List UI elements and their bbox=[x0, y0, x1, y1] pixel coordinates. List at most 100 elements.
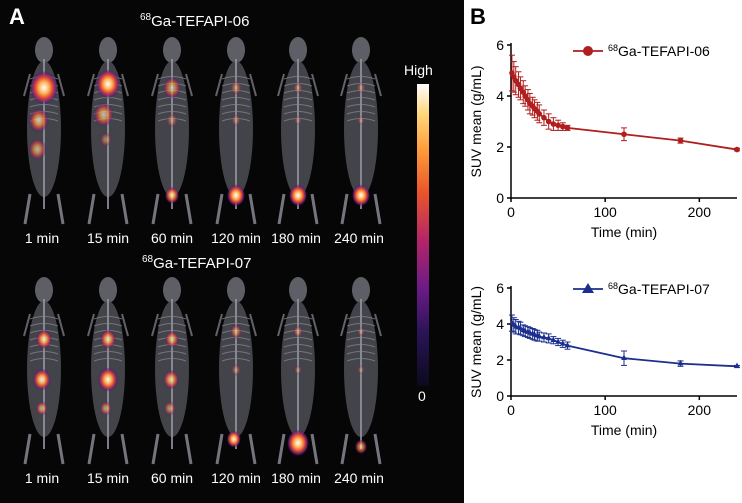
mouse-head bbox=[289, 277, 307, 303]
mouse-rib bbox=[29, 358, 59, 362]
mouse-rib bbox=[283, 351, 313, 355]
tracer-iso-top: 68 bbox=[140, 12, 152, 23]
mouse-rib bbox=[157, 323, 187, 327]
mouse-rib bbox=[283, 111, 313, 115]
mouse-rib bbox=[283, 97, 313, 101]
data-point bbox=[536, 111, 543, 117]
mouse-rib bbox=[283, 104, 313, 108]
mouse-hindlimbs bbox=[151, 433, 193, 465]
data-point bbox=[541, 114, 547, 121]
mouse-forelimbs bbox=[151, 313, 193, 337]
mouse-forelimbs bbox=[277, 73, 319, 97]
uptake-hotspot bbox=[100, 329, 116, 349]
uptake-hotspot bbox=[293, 325, 303, 338]
time-label-top-1: 1 min bbox=[24, 230, 60, 246]
mouse-spine bbox=[297, 59, 299, 209]
uptake-hotspot bbox=[36, 329, 52, 349]
y-tick-label: 4 bbox=[496, 88, 504, 104]
mouse-rib bbox=[157, 351, 187, 355]
mouse-rib bbox=[346, 97, 376, 101]
colorbar-high-label: High bbox=[404, 62, 433, 78]
legend-name: Ga-TEFAPI-06 bbox=[618, 43, 710, 59]
suv-chart-tefapi-06: 0 2 4 6 0 100 200 Time (min) SUV mean (g/mL) 68Ga… bbox=[468, 37, 740, 240]
mouse-hindlimbs bbox=[87, 433, 129, 465]
uptake-hotspot bbox=[98, 367, 118, 392]
time-label-bottom-1: 1 min bbox=[24, 470, 60, 486]
mouse-rib bbox=[283, 316, 313, 320]
mouse-spine bbox=[360, 59, 362, 209]
mouse-rib bbox=[346, 344, 376, 348]
uptake-hotspot bbox=[231, 114, 241, 127]
mouse-rib bbox=[346, 76, 376, 80]
mouse-rib bbox=[283, 344, 313, 348]
y-tick-label: 0 bbox=[496, 388, 504, 404]
legend-iso: 68 bbox=[608, 43, 618, 53]
mouse-pet-image bbox=[340, 37, 382, 225]
mouse-rib bbox=[93, 358, 123, 362]
mouse-forelimbs bbox=[340, 73, 382, 97]
mouse-spine bbox=[171, 59, 173, 209]
mouse-pet-image bbox=[277, 37, 319, 225]
uptake-hotspot bbox=[357, 115, 365, 126]
time-label-top-60: 60 min bbox=[150, 230, 194, 246]
mouse-hindlimbs bbox=[87, 193, 129, 225]
mouse-head bbox=[163, 277, 181, 303]
data-point bbox=[555, 122, 561, 129]
mouse-rib bbox=[221, 358, 251, 362]
mouse-rib bbox=[283, 76, 313, 80]
mouse-rib bbox=[346, 351, 376, 355]
uptake-hotspot bbox=[96, 69, 120, 99]
mouse-rib bbox=[157, 111, 187, 115]
mouse-pet-image bbox=[151, 37, 193, 225]
tracer-name-bottom: Ga-TEFAPI-07 bbox=[153, 255, 252, 272]
uptake-hotspot bbox=[293, 81, 303, 94]
mouse-rib bbox=[93, 316, 123, 320]
x-tick-label: 200 bbox=[688, 402, 712, 418]
mouse-head bbox=[99, 37, 117, 63]
data-point bbox=[559, 123, 566, 130]
tracer-name-top: Ga-TEFAPI-06 bbox=[151, 13, 250, 30]
mouse-rib bbox=[346, 358, 376, 362]
uptake-hotspot bbox=[163, 76, 181, 99]
data-point bbox=[517, 324, 524, 331]
mouse-head bbox=[35, 37, 53, 63]
data-point bbox=[564, 125, 571, 131]
data-point bbox=[734, 146, 740, 153]
mouse-rib bbox=[29, 316, 59, 320]
mouse-forelimbs bbox=[151, 73, 193, 97]
uptake-hotspot bbox=[28, 108, 49, 133]
mouse-rib bbox=[221, 111, 251, 115]
mouse-hindlimbs bbox=[277, 433, 319, 465]
mouse-spine bbox=[43, 59, 45, 209]
mouse-pet-image bbox=[23, 277, 65, 465]
mouse-rib bbox=[157, 76, 187, 80]
mouse-head bbox=[227, 37, 245, 63]
time-label-bottom-240: 240 min bbox=[334, 470, 384, 486]
mouse-forelimbs bbox=[215, 73, 257, 97]
uptake-hotspot bbox=[289, 184, 307, 207]
time-label-bottom-60: 60 min bbox=[150, 470, 194, 486]
x-tick-label: 0 bbox=[507, 402, 515, 418]
legend-marker bbox=[582, 283, 594, 293]
pet-image-panel: A 68Ga-TEFAPI-06 68Ga-TEFAPI-07 1 min 15… bbox=[0, 0, 464, 503]
uptake-hotspot bbox=[163, 370, 180, 390]
time-label-bottom-120: 120 min bbox=[211, 470, 261, 486]
y-tick-label: 4 bbox=[496, 316, 504, 332]
uptake-hotspot bbox=[93, 102, 114, 127]
data-point bbox=[621, 131, 627, 138]
data-point bbox=[555, 338, 561, 344]
mouse-rib bbox=[157, 104, 187, 108]
mouse-head bbox=[289, 37, 307, 63]
uptake-hotspot bbox=[230, 324, 242, 339]
mouse-forelimbs bbox=[215, 313, 257, 337]
tracer-title-bottom: 68Ga-TEFAPI-07 bbox=[142, 254, 252, 272]
uptake-hotspot bbox=[35, 401, 48, 416]
uptake-hotspot bbox=[165, 186, 179, 204]
uptake-hotspot bbox=[99, 132, 112, 147]
time-label-top-180: 180 min bbox=[271, 230, 321, 246]
uptake-hotspot bbox=[352, 184, 370, 207]
uptake-hotspot bbox=[28, 138, 47, 160]
x-axis-label: Time (min) bbox=[591, 224, 657, 240]
data-point bbox=[541, 333, 547, 340]
data-point bbox=[536, 332, 543, 339]
